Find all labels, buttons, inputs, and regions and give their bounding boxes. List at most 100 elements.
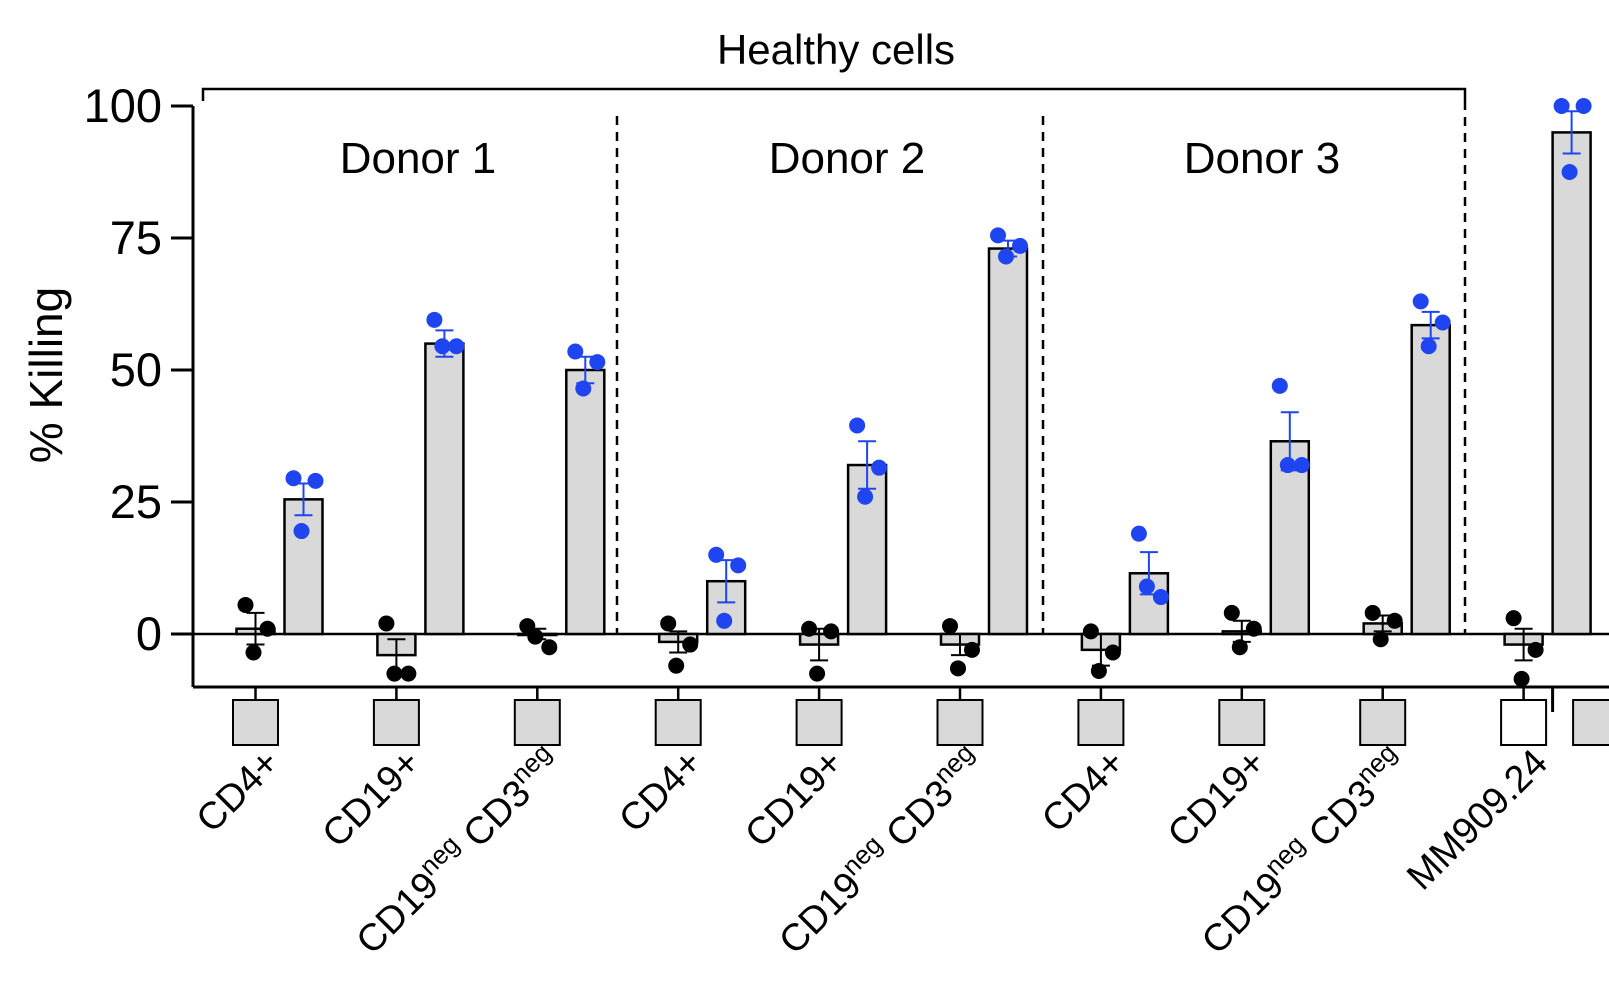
data-point-control-8-0 (1364, 604, 1381, 621)
bar-treated-1 (424, 342, 465, 636)
data-point-treated-6-2 (1138, 578, 1155, 595)
condition-box-9 (1500, 699, 1548, 746)
bar-treated-8 (1410, 323, 1451, 636)
data-point-treated-0-0 (285, 470, 302, 487)
category-label-7: CD19+ (1160, 742, 1274, 856)
bar-treated-5 (987, 247, 1029, 636)
y-tick-label-50: 50 (110, 343, 162, 396)
data-point-treated-3-2 (716, 612, 733, 629)
y-tick-label-25: 25 (110, 475, 162, 528)
data-point-treated-7-1 (1293, 457, 1310, 474)
category-label-6: CD4+ (1034, 742, 1133, 841)
data-point-treated-3-1 (730, 557, 747, 574)
y-tick-75: 75 (110, 211, 193, 264)
y-tick-50: 50 (110, 343, 193, 396)
data-point-control-1-1 (400, 665, 417, 682)
group-label-donor-2: Donor 2 (769, 134, 926, 183)
data-point-control-2-1 (541, 639, 558, 656)
data-point-treated-6-1 (1152, 589, 1169, 606)
data-point-treated-6-0 (1130, 525, 1147, 542)
category-label-1: CD19+ (315, 742, 429, 856)
data-point-control-9-2 (1513, 670, 1530, 687)
data-point-treated-2-0 (567, 343, 584, 360)
condition-box-treated-9 (1572, 699, 1609, 746)
data-point-control-6-0 (1082, 623, 1099, 640)
category-label-4: CD19+ (737, 742, 851, 856)
data-point-treated-9-2 (1561, 164, 1578, 180)
data-point-control-3-0 (660, 615, 677, 632)
condition-box-5 (936, 699, 984, 746)
bar-treated-0 (283, 498, 324, 636)
chart-title: Healthy cells (717, 26, 955, 73)
data-point-treated-0-1 (307, 472, 324, 489)
data-point-control-4-0 (801, 620, 818, 637)
data-point-treated-8-0 (1412, 293, 1429, 310)
condition-box-2 (513, 699, 561, 746)
y-tick-label-100: 100 (84, 79, 162, 132)
group-label-donor-3: Donor 3 (1184, 134, 1341, 183)
data-point-treated-7-2 (1279, 457, 1296, 474)
condition-box-1 (372, 699, 420, 746)
chart-marks (235, 98, 1592, 687)
data-point-treated-1-1 (448, 338, 465, 355)
data-point-treated-1-0 (426, 311, 443, 328)
data-point-control-6-2 (1090, 662, 1107, 679)
condition-box-4 (795, 699, 843, 746)
category-label-0: CD4+ (189, 742, 288, 841)
data-point-treated-8-2 (1420, 338, 1437, 355)
data-point-control-5-0 (942, 618, 958, 635)
data-point-treated-7-0 (1271, 377, 1288, 394)
data-point-control-0-2 (245, 644, 262, 661)
data-point-control-7-2 (1231, 639, 1248, 656)
data-point-treated-4-0 (849, 417, 866, 434)
y-tick-label-0: 0 (136, 607, 162, 660)
category-label-9: MM909.24 (1399, 742, 1556, 899)
data-point-control-4-2 (809, 665, 826, 682)
data-point-control-8-2 (1372, 631, 1389, 648)
y-axis-label: % Killing (20, 287, 72, 463)
data-point-control-5-1 (964, 641, 980, 658)
bar-treated-7 (1269, 440, 1311, 636)
y-tick-25: 25 (110, 475, 193, 528)
data-point-control-3-1 (682, 636, 699, 653)
category-labels: CD4+ CD19+CD19neg CD3neg CD4+ CD19+CD19neg … (189, 687, 1609, 963)
condition-box-6 (1077, 699, 1125, 746)
data-point-treated-4-2 (857, 488, 874, 505)
condition-box-3 (654, 699, 702, 746)
data-point-control-7-1 (1245, 620, 1262, 637)
data-point-treated-2-1 (589, 354, 606, 371)
data-point-control-9-0 (1505, 610, 1522, 627)
data-point-control-3-2 (668, 657, 685, 674)
data-point-treated-5-0 (990, 227, 1006, 244)
data-point-control-8-1 (1386, 612, 1403, 629)
data-point-control-6-1 (1104, 644, 1121, 661)
y-tick-label-75: 75 (110, 211, 162, 264)
bar-treated-2 (565, 368, 606, 636)
title-bracket (201, 87, 1467, 101)
category-label-3: CD4+ (611, 742, 710, 841)
data-point-control-1-2 (386, 665, 403, 682)
y-tick-0: 0 (136, 607, 193, 660)
data-point-control-7-0 (1223, 604, 1240, 621)
data-point-treated-5-2 (998, 248, 1014, 265)
data-point-control-5-2 (950, 660, 966, 677)
y-tick-100: 100 (84, 79, 193, 132)
group-label-donor-1: Donor 1 (340, 134, 497, 183)
data-point-treated-9-1 (1575, 98, 1592, 114)
data-point-treated-3-0 (708, 546, 725, 563)
data-point-control-9-1 (1527, 641, 1544, 658)
data-point-treated-2-2 (575, 380, 592, 397)
bar-treated-9 (1551, 131, 1592, 636)
data-point-control-1-0 (378, 615, 395, 632)
data-point-treated-9-0 (1553, 98, 1570, 114)
data-point-control-0-0 (237, 596, 254, 613)
data-point-control-2-2 (527, 628, 544, 645)
condition-box-7 (1218, 699, 1266, 746)
condition-box-0 (232, 699, 279, 746)
data-point-control-0-1 (259, 620, 276, 637)
data-point-treated-1-2 (434, 338, 451, 355)
data-point-treated-5-1 (1012, 237, 1028, 254)
data-point-treated-8-1 (1434, 314, 1451, 331)
condition-box-8 (1359, 699, 1407, 746)
